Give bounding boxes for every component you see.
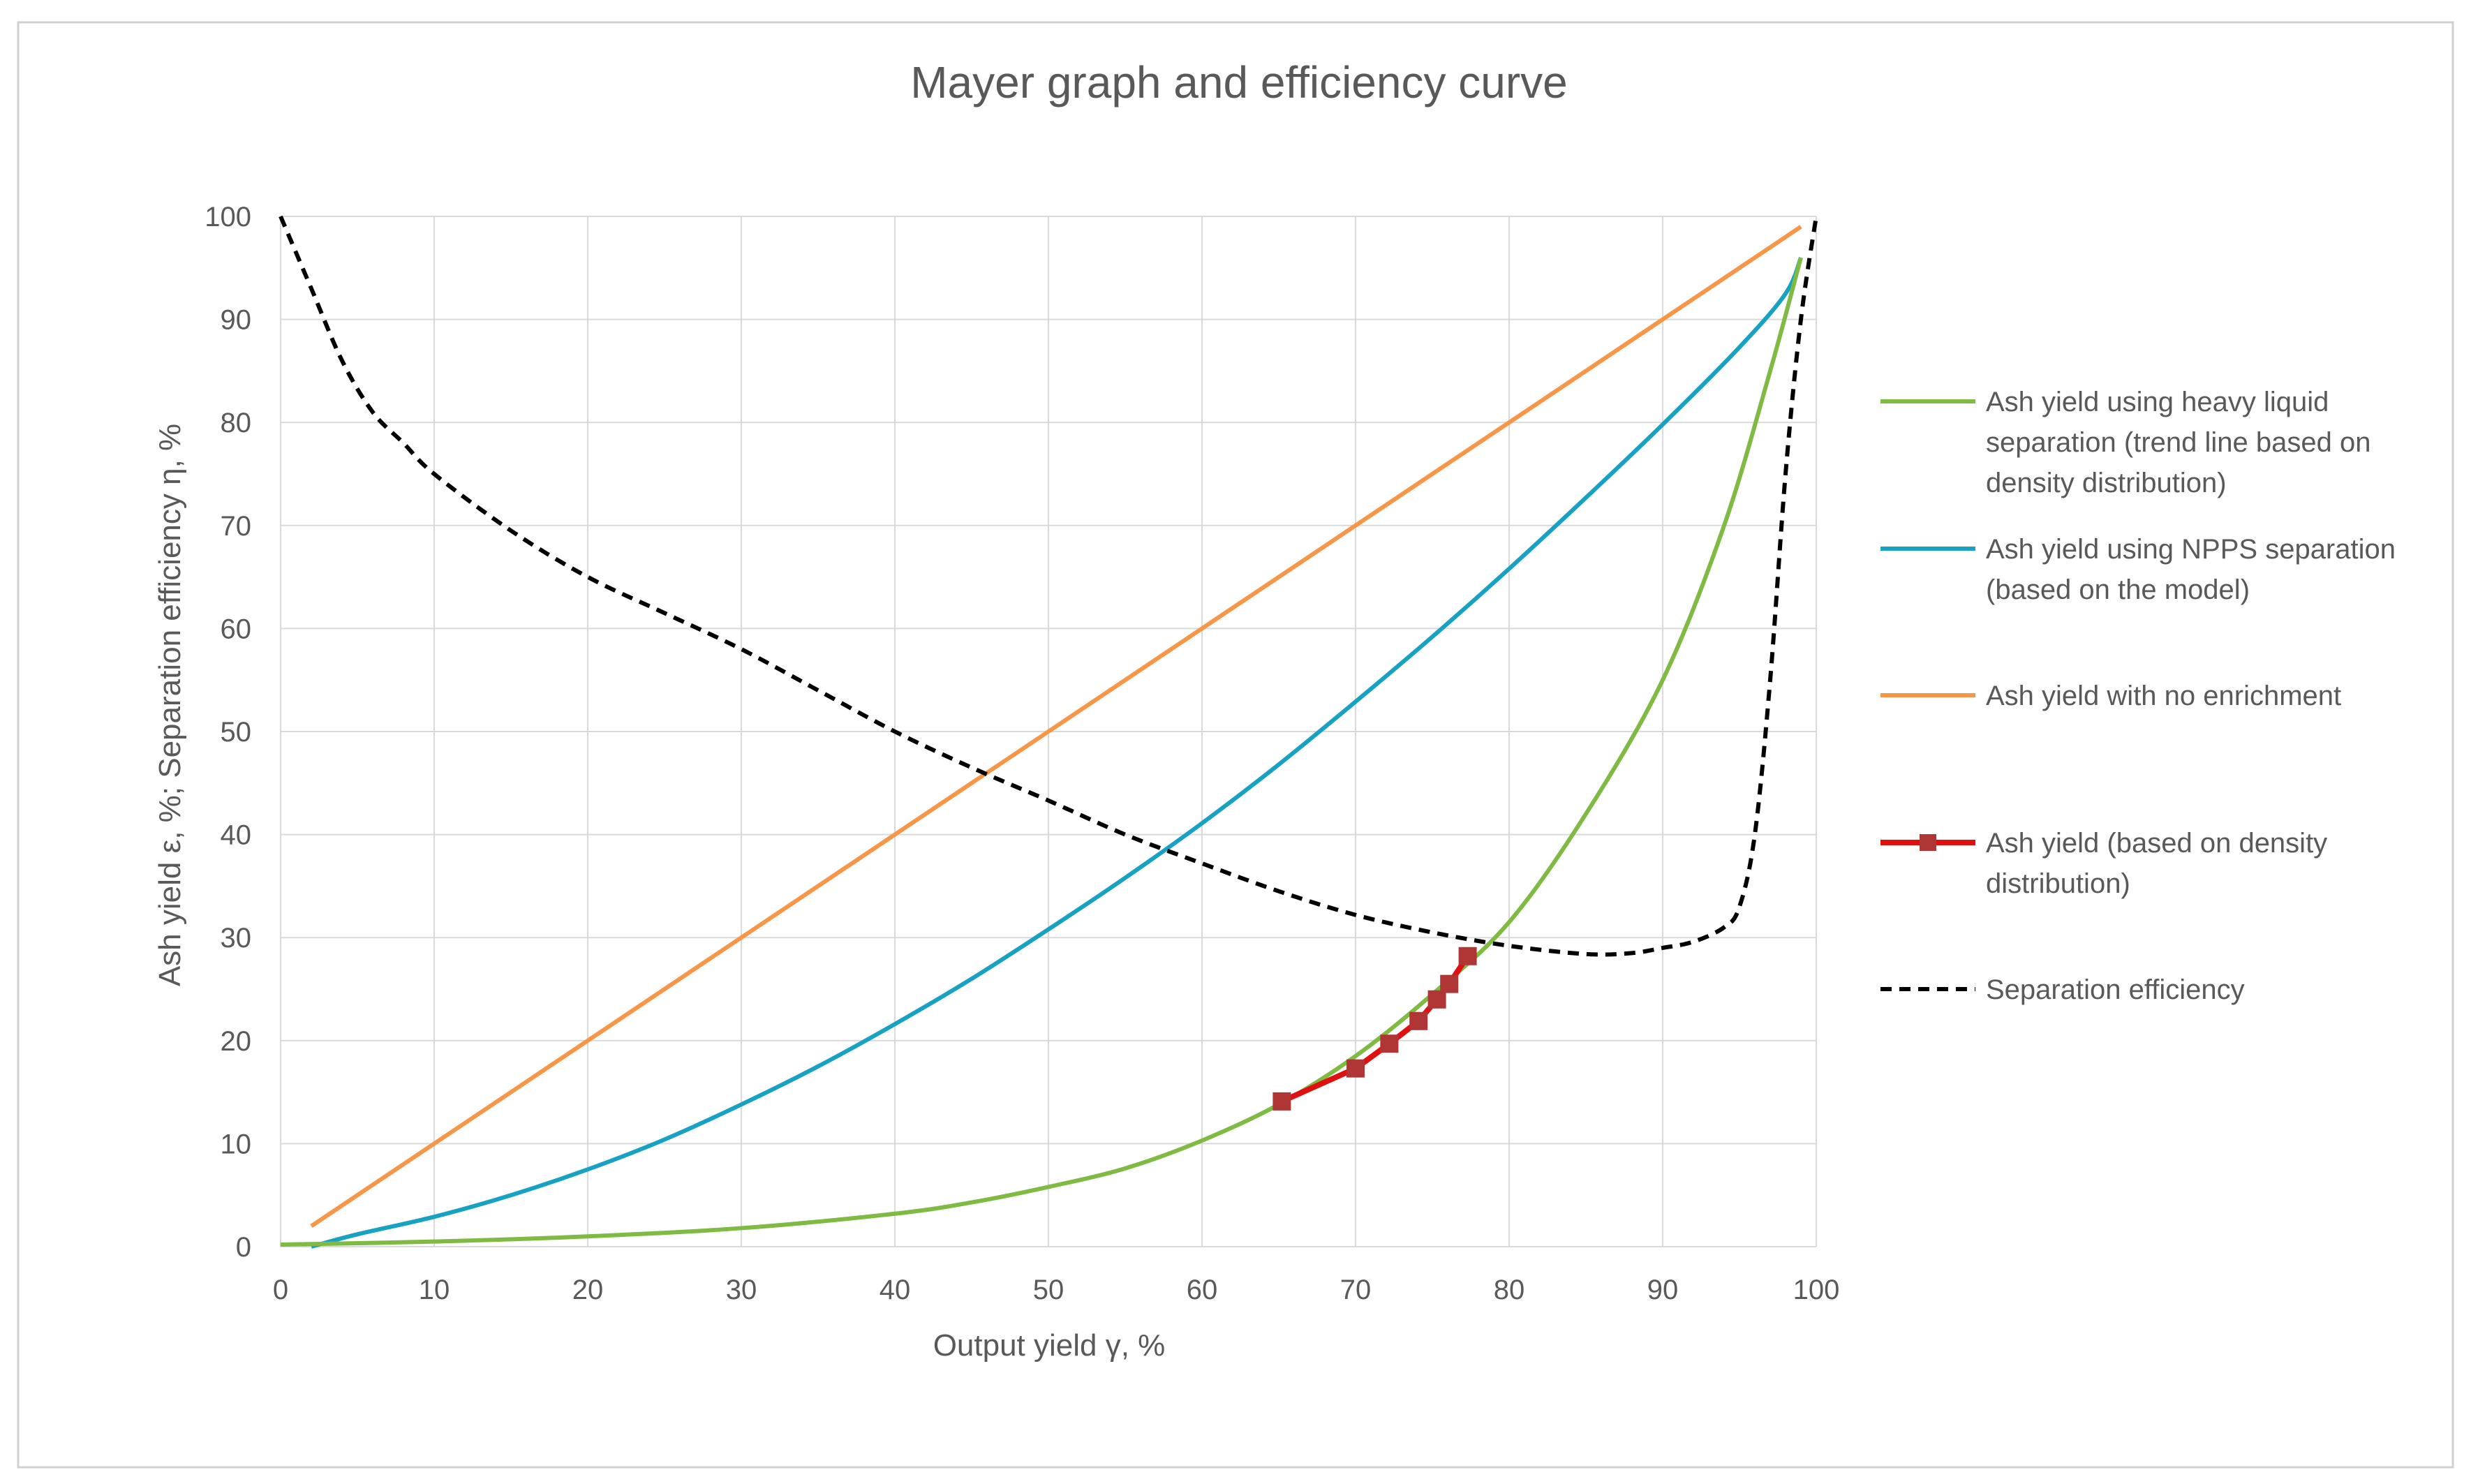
legend-label-line: distribution) [1986,868,2130,899]
legend-label: Ash yield using heavy liquid separation (… [1986,387,2370,498]
series-line [279,215,1818,957]
y-tick-label: 100 [205,202,251,232]
grid [280,216,1817,1247]
y-tick-label: 50 [221,717,252,748]
chart-frame [17,21,2454,1469]
x-tick-label: 80 [1494,1275,1525,1305]
chart-title: Mayer graph and efficiency curve [910,57,1568,107]
x-tick-label: 60 [1187,1275,1218,1305]
legend-label-line: density distribution) [1986,468,2227,498]
x-axis-title: Output yield γ, % [933,1328,1166,1363]
data-point-marker [1458,947,1477,965]
x-tick-label: 0 [273,1275,288,1305]
legend-item: Ash yield using heavy liquid separation (… [1880,387,2370,498]
x-tick-label: 30 [726,1275,757,1305]
x-tick-label: 90 [1647,1275,1679,1305]
legend: Ash yield using heavy liquid separation (… [1880,387,2396,1005]
y-tick-labels: 0 10 20 30 40 50 60 70 80 90 100 [205,202,251,1263]
x-tick-label: 50 [1033,1275,1064,1305]
series-3 [1272,947,1477,1111]
legend-label-line: Ash yield using NPPS separation [1986,534,2396,565]
y-tick-label: 70 [221,511,252,542]
y-axis-title: Ash yield ε, %; Separation efficiency η,… [153,424,187,986]
legend-label: Ash yield using NPPS separation (based on… [1986,534,2396,605]
legend-label: Ash yield (based on density distribution) [1986,828,2327,899]
legend-label: Separation efficiency [1986,974,2245,1005]
series-line [310,225,1802,1228]
y-tick-label: 20 [221,1026,252,1057]
series-0 [280,257,1803,1247]
legend-label: Ash yield with no enrichment [1986,681,2341,711]
legend-label-line: Ash yield with no enrichment [1986,681,2341,711]
data-point-marker [1409,1011,1428,1030]
y-tick-label: 30 [221,923,252,954]
series-layer [279,215,1818,1249]
y-tick-label: 80 [221,408,252,438]
x-tick-label: 10 [419,1275,450,1305]
series-1 [311,256,1803,1249]
legend-marker [1920,834,1936,851]
legend-label-line: Ash yield using heavy liquid [1986,387,2329,417]
series-2 [310,225,1802,1228]
x-tick-label: 20 [572,1275,604,1305]
legend-label-line: Ash yield (based on density [1986,828,2327,859]
series-line [280,257,1803,1247]
data-point-marker [1346,1059,1365,1078]
legend-label-line: Separation efficiency [1986,974,2245,1005]
x-tick-labels: 0 10 20 30 40 50 60 70 80 90 100 [273,1275,1840,1305]
legend-item: Separation efficiency [1880,974,2245,1005]
series-4 [279,215,1818,957]
data-point-marker [1427,990,1446,1009]
legend-item: Ash yield (based on density distribution) [1880,828,2327,899]
x-tick-label: 40 [880,1275,911,1305]
y-tick-label: 10 [221,1129,252,1159]
data-point-marker [1440,974,1459,993]
x-tick-label: 100 [1793,1275,1840,1305]
legend-label-line: separation (trend line based on [1986,427,2370,458]
legend-label-line: (based on the model) [1986,574,2250,605]
y-tick-label: 40 [221,820,252,851]
data-point-marker [1272,1092,1291,1111]
data-point-marker [1380,1034,1399,1053]
x-tick-label: 70 [1340,1275,1372,1305]
legend-item: Ash yield using NPPS separation (based on… [1880,534,2396,605]
legend-item: Ash yield with no enrichment [1880,681,2341,711]
y-tick-label: 90 [221,305,252,336]
y-tick-label: 0 [236,1232,251,1263]
series-line [311,256,1803,1249]
y-tick-label: 60 [221,614,252,644]
